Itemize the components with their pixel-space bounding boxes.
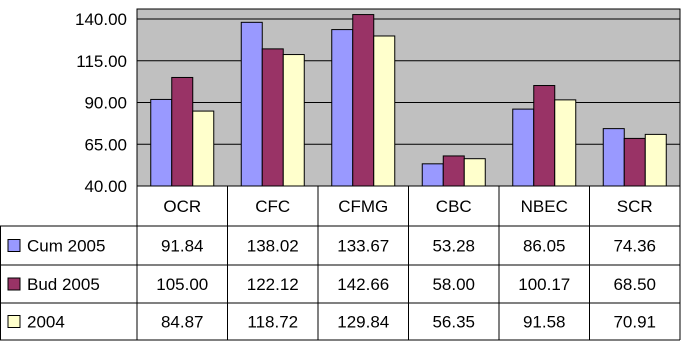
- bar-scr-2: [623, 137, 646, 187]
- bar-ocr-3: [192, 110, 215, 187]
- bar-nbec-3: [554, 99, 577, 187]
- bar-cfc-3: [282, 54, 305, 187]
- bar-scr-3: [644, 133, 667, 187]
- table-cell-value: 138.02: [247, 237, 299, 256]
- table-cell-value: 118.72: [247, 313, 298, 332]
- category-label: SCR: [617, 197, 653, 216]
- table-cell-value: 105.00: [156, 275, 208, 294]
- bar-ocr-1: [150, 98, 173, 187]
- plot-background: [137, 9, 680, 186]
- legend-swatch: [7, 277, 21, 291]
- table-cell-value: 84.87: [161, 313, 204, 332]
- y-tick-label: 65.00: [84, 135, 127, 154]
- bar-cbc-3: [463, 158, 486, 187]
- table-cell-value: 53.28: [432, 237, 475, 256]
- table-cell-value: 122.12: [247, 275, 299, 294]
- legend-swatch: [7, 315, 21, 328]
- series-name: 2004: [27, 313, 65, 332]
- table-cell-value: 129.84: [337, 313, 389, 332]
- table-cell-value: 142.66: [337, 275, 389, 294]
- bar-cfc-2: [261, 48, 284, 187]
- table-cell-value: 70.91: [613, 313, 656, 332]
- bar-ocr-2: [171, 76, 194, 187]
- y-tick-label: 90.00: [84, 94, 127, 113]
- table-cell-value: 133.67: [337, 237, 389, 256]
- category-label: CFC: [255, 197, 290, 216]
- bar-cbc-2: [442, 155, 465, 187]
- legend-swatch: [7, 239, 21, 252]
- bar-cbc-1: [421, 163, 444, 187]
- y-tick-label: 40.00: [84, 177, 127, 196]
- bar-cfmg-3: [373, 35, 396, 187]
- bar-nbec-1: [512, 108, 535, 187]
- data-table: OCR CFC CFMG CBC NBEC SCR Cum 2005 91.84 138.02 1…: [0, 185, 681, 341]
- plot-area: [136, 8, 681, 187]
- table-cell-value: 56.35: [432, 313, 475, 332]
- category-label: OCR: [163, 197, 201, 216]
- y-tick-label: 140.00: [75, 10, 127, 29]
- y-tick-label: 115.00: [76, 52, 127, 71]
- category-label: CFMG: [338, 197, 388, 216]
- table-cell-value: 91.58: [523, 313, 566, 332]
- category-label: NBEC: [521, 197, 568, 216]
- table-cell-value: 68.50: [613, 275, 656, 294]
- bar-scr-1: [602, 128, 625, 187]
- bar-cfc-1: [240, 21, 263, 187]
- y-axis: 40.00 65.00 90.00 115.00 140.00: [75, 10, 127, 196]
- bar-cfmg-1: [331, 29, 354, 187]
- category-label: CBC: [436, 197, 472, 216]
- series-name: Cum 2005: [27, 237, 105, 256]
- table-cell-value: 74.36: [613, 237, 656, 256]
- series-name: Bud 2005: [27, 275, 100, 294]
- bar-nbec-2: [533, 85, 556, 187]
- table-cell-value: 86.05: [523, 237, 566, 256]
- table-cell-value: 100.17: [518, 275, 570, 294]
- bar-cfmg-2: [352, 14, 375, 187]
- table-cell-value: 58.00: [432, 275, 475, 294]
- table-cell-value: 91.84: [161, 237, 204, 256]
